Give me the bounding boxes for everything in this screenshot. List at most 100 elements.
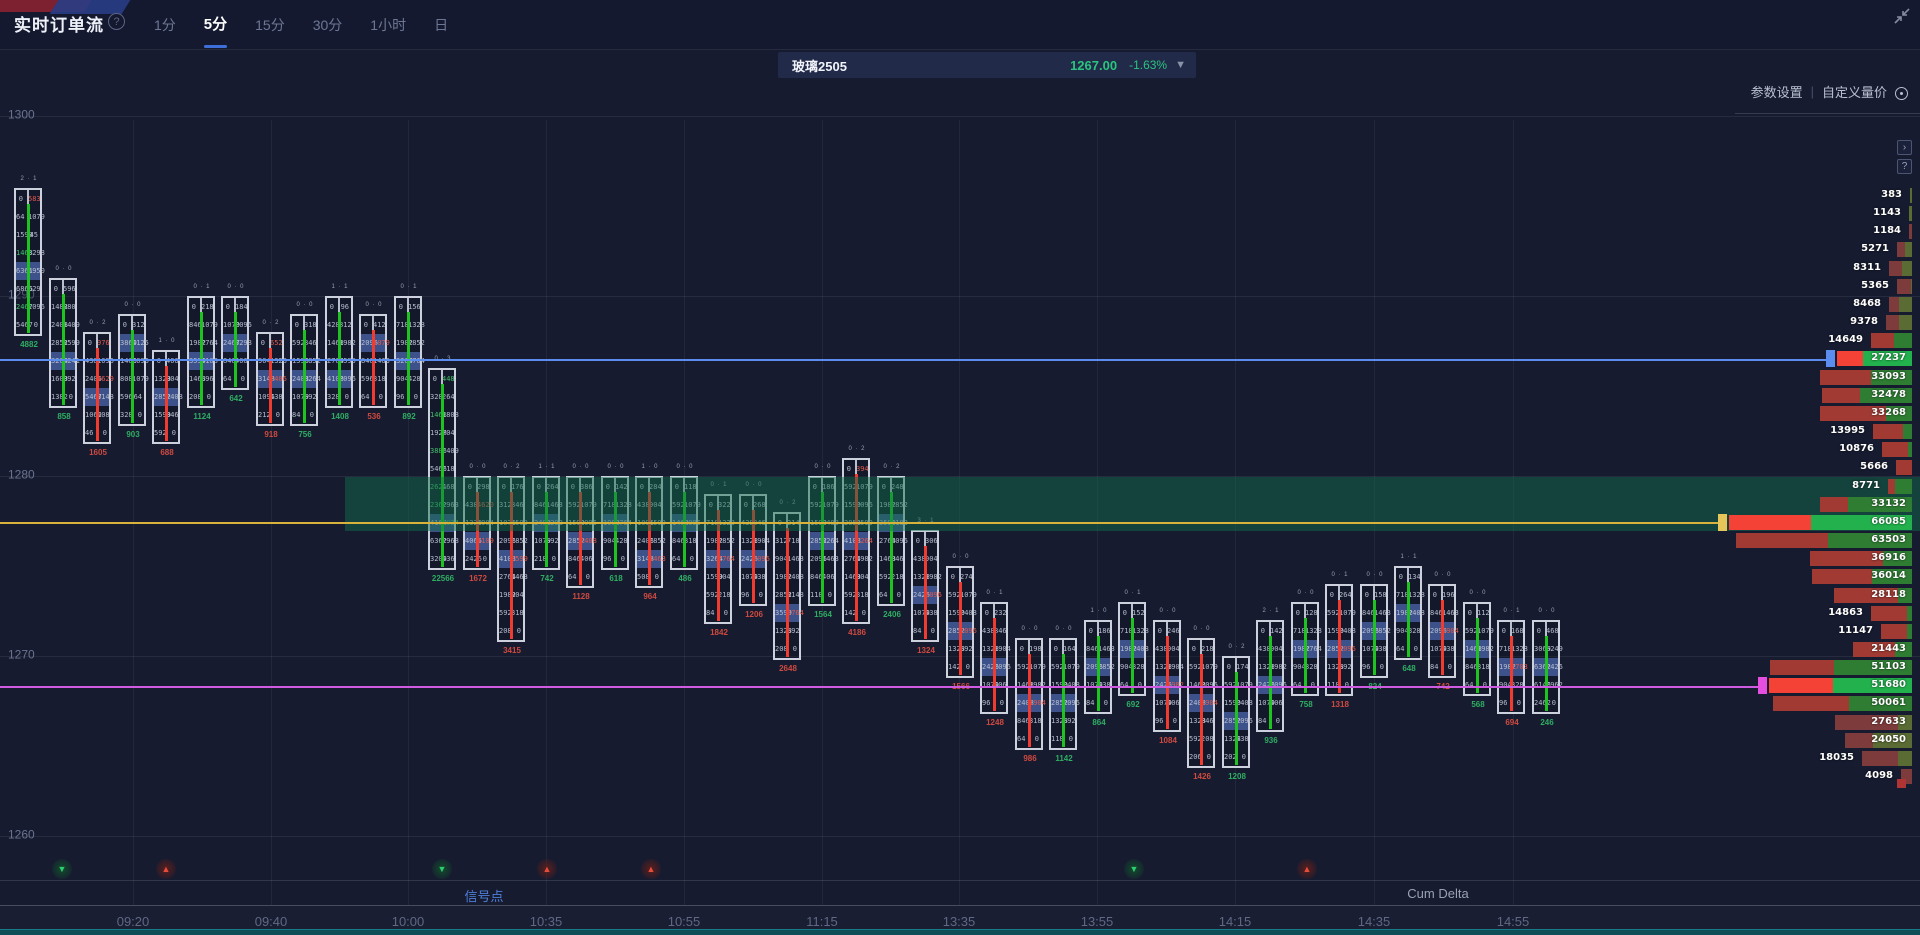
footprint-candle[interactable]: 0 218 592 1079 1463 2096 2408 1904 1328 846 592 208… (1187, 638, 1218, 768)
expand-side-button[interactable]: › (1897, 140, 1912, 155)
collapse-panel-icon[interactable] (1892, 6, 1912, 26)
bid-volume-cell: 328 (430, 393, 443, 401)
tab-day[interactable]: 日 (434, 17, 449, 33)
footprint-candle[interactable]: 0 176 312 846 1079 1599 2096 2852 4108 3599 2764 14… (497, 476, 528, 642)
footprint-candle[interactable]: 0 298 438 4620 1328 1904 4066 4109 2426 0 (463, 476, 494, 570)
footprint-chart[interactable]: 1300 1290 1280 1270 1260 09:20 09:40 10:00 10:35… (0, 50, 1920, 935)
bid-volume-cell: 592 (1327, 609, 1340, 617)
footprint-candle[interactable]: 0 186 592 1079 1599 2408 2852 3264 2096 1463 846 40… (808, 476, 839, 606)
candle-delta-label: 1084 (1159, 736, 1177, 745)
bid-volume-cell: 1599 (1224, 699, 1241, 707)
footprint-candle[interactable]: 0 406 1328 904 2852 2408 1599 346 592 0 (152, 350, 183, 444)
bid-volume-cell: 1482 (51, 303, 68, 311)
ask-volume-cell: 3599 (511, 555, 528, 563)
footprint-candle[interactable]: 0 412 2096 1079 846 1463 596 318 64 0 (359, 314, 390, 408)
bid-volume-cell: 1463 (1017, 681, 1034, 689)
footprint-candle[interactable]: 0 152 718 1328 1982 2408 904 328 64 0 (1118, 602, 1149, 696)
footprint-candle[interactable]: 0 128 718 1328 1982 2764 904 328 64 0 (1291, 602, 1322, 696)
bid-volume-cell: 0 (846, 465, 851, 473)
bid-volume-cell: 1328 (741, 537, 758, 545)
footprint-candle[interactable]: 0 386 592 1079 1599 2096 2852 2408 846 406 64 0 (566, 476, 597, 588)
footprint-candle[interactable]: 0 142 718 1328 1982 2764 904 428 96 0 (601, 476, 632, 570)
footprint-candle[interactable]: 0 306 438 904 1328 1982 2426 2096 1079 438 84 0 (911, 530, 942, 642)
help-icon[interactable]: ? (108, 13, 125, 30)
candle-delta-line-down (716, 510, 720, 621)
footprint-candle[interactable]: 0 322 718 1328 1982 2852 3264 2764 1599 904 592 218… (704, 494, 735, 624)
footprint-candle[interactable]: 0 264 592 1079 1599 2408 2852 2096 1328 592 118 0 (1325, 584, 1356, 696)
footprint-candle[interactable]: 0 96 428 812 1463 1982 2764 3599 4108 2096 328 0 (325, 296, 356, 408)
candle-delta-label: 1324 (917, 646, 935, 655)
custom-volume-price-button[interactable]: 自定义量价 (1821, 85, 1887, 100)
footprint-candle[interactable]: 0 164 592 1079 1599 2408 2852 2096 1328 592 118 0 (1049, 638, 1080, 750)
signal-marker-sell-icon[interactable]: ▼ (1124, 859, 1144, 879)
candle-row: 438 4620 (465, 496, 494, 514)
candle-row: 1328 592 (948, 640, 973, 658)
footprint-candle[interactable]: 0 232 438 846 1328 1904 2426 2096 1079 406 96 0 (980, 602, 1011, 714)
ask-volume-cell: 2096 (994, 663, 1011, 671)
candle-delta-line-up (1303, 618, 1307, 693)
footprint-candle[interactable]: 0 248 1982 2852 3599 4108 2764 2096 1463 846 592 21… (877, 476, 908, 606)
footprint-candle[interactable]: 0 246 438 904 1328 1904 2426 1982 1079 406 96 0 (1153, 620, 1184, 732)
symbol-bar[interactable]: 玻璃2505 1267.00 -1.63% ▼ (778, 52, 1196, 78)
bid-volume-cell: 6362 (1534, 663, 1551, 671)
footprint-candle[interactable]: 0 596 1482 880 2408 1409 2852 3599 3264 5241 1608 9… (49, 278, 80, 408)
bid-volume-cell: 718 (1293, 627, 1306, 635)
ask-volume-cell: 904 (1270, 645, 1283, 653)
footprint-candle[interactable]: 0 268 438 846 1328 1904 2426 2096 1079 438 96 0 (739, 494, 770, 606)
signal-points-label[interactable]: 信号点 (464, 889, 504, 904)
footprint-candle[interactable]: 0 468 3069 6249 6362 2426 6146 2962 2462 0 (1532, 620, 1563, 714)
signal-marker-buy-icon[interactable]: ▲ (641, 859, 661, 879)
tab-15min[interactable]: 15分 (255, 17, 285, 33)
footprint-candle[interactable]: 0 184 1079 2096 2467 3298 846 406 64 0 (221, 296, 252, 390)
volume-profile-row: 13995 (1830, 424, 1912, 440)
signal-marker-sell-icon[interactable]: ▼ (432, 859, 452, 879)
footprint-candle[interactable]: 0 214 312 718 904 1463 1982 2408 2852 3148 3599 276… (773, 512, 804, 660)
signal-marker-buy-icon[interactable]: ▲ (156, 859, 176, 879)
footprint-candle[interactable]: 0 112 592 1079 1463 1982 846 318 64 0 (1463, 602, 1494, 696)
tab-30min[interactable]: 30分 (312, 17, 343, 33)
footprint-candle[interactable]: 0 264 846 1463 2408 3298 1079 592 218 0 (532, 476, 563, 570)
footprint-candle[interactable]: 0 198 592 1079 1463 1982 2408 1904 846 318 64 0 (1015, 638, 1046, 750)
footprint-candle[interactable]: 0 134 718 1328 1982 2408 904 328 64 0 (1394, 566, 1425, 660)
footprint-candle[interactable]: 0 274 592 1079 1599 2408 2852 2096 1328 592 142 0 (946, 566, 977, 678)
footprint-candle[interactable]: 0 118 592 1079 1463 2096 846 318 64 0 (670, 476, 701, 570)
footprint-candle[interactable]: 0 156 718 1328 1982 2852 3264 2764 904 428 96 0 (394, 296, 425, 408)
bid-volume-cell: 84 (913, 627, 922, 635)
footprint-candle[interactable]: 0 652 904 1328 3148 2406 1096 438 212 0 (256, 332, 287, 426)
footprint-candle[interactable]: 0 218 846 1079 1982 2764 3599 4108 1463 596 208 0 (187, 296, 218, 408)
bid-volume-cell: 2852 (1051, 699, 1068, 707)
bid-volume-cell: 0 (87, 339, 92, 347)
footprint-candle[interactable]: 0 174 592 1079 1599 2408 2852 2096 1328 438 202 0 (1222, 656, 1253, 768)
volume-profile-row: 33268 (1820, 405, 1912, 421)
bid-volume-cell: 1328 (1224, 735, 1241, 743)
target-dot-icon[interactable] (1895, 87, 1908, 100)
footprint-candle[interactable]: 0 976 438 1096 2406 4629 5467 3148 1062 508 46 0 (83, 332, 114, 444)
footprint-candle[interactable]: 0 142 438 904 1328 1982 2426 2096 1079 406 84 0 (1256, 620, 1287, 732)
help-side-button[interactable]: ? (1897, 159, 1912, 174)
tab-1min[interactable]: 1分 (154, 17, 176, 33)
footprint-candle[interactable]: 0 158 846 1463 2096 2852 1079 438 96 0 (1360, 584, 1391, 678)
candle-row: 508 0 (637, 568, 661, 586)
footprint-candle[interactable]: 0 168 718 1328 1982 1703 904 328 96 0 (1497, 620, 1528, 714)
footprint-candle[interactable]: 0 284 438 904 1096 1599 2406 2852 3148 1463 508 0 (635, 476, 666, 588)
ask-volume-cell: 0 (551, 555, 556, 563)
chevron-down-icon[interactable]: ▼ (1175, 59, 1186, 71)
tab-5min[interactable]: 5分 (190, 0, 241, 50)
footprint-candle[interactable]: 0 312 3860 4125 1463 2096 808 1079 596 64 328 0 (118, 314, 149, 426)
footprint-candle[interactable]: 0 448 328 264 1463 1808 1928 704 3885 2409 5466 218… (428, 368, 459, 570)
candle-imbalance-dots: 0 · 0 (952, 554, 970, 560)
candle-row: 1463 596 (189, 370, 214, 388)
footprint-candle[interactable]: 0 583 64 1079 1599 45 1463 3298 6361 5950 6866 629 2… (14, 188, 45, 336)
footprint-candle[interactable]: 0 394 592 1079 1599 2096 2852 3599 4108 3264 2764 1… (842, 458, 873, 624)
footprint-candle[interactable]: 0 196 846 1463 2096 1904 1079 438 84 0 (1428, 584, 1459, 678)
signal-marker-sell-icon[interactable]: ▼ (52, 859, 72, 879)
signal-marker-buy-icon[interactable]: ▲ (537, 859, 557, 879)
footprint-candle[interactable]: 0 186 846 1463 2096 2852 1079 438 84 0 (1084, 620, 1115, 714)
tab-1hour[interactable]: 1小时 (370, 17, 407, 33)
bid-volume-cell: 312 (775, 537, 788, 545)
bid-volume-cell: 592 (706, 591, 719, 599)
candle-row: 592 1079 (1017, 658, 1046, 676)
signal-marker-buy-icon[interactable]: ▲ (1297, 859, 1317, 879)
footprint-candle[interactable]: 0 318 592 846 1599 2852 2408 3264 1079 592 84 0 (290, 314, 321, 426)
settings-button[interactable]: 参数设置 (1750, 85, 1803, 100)
